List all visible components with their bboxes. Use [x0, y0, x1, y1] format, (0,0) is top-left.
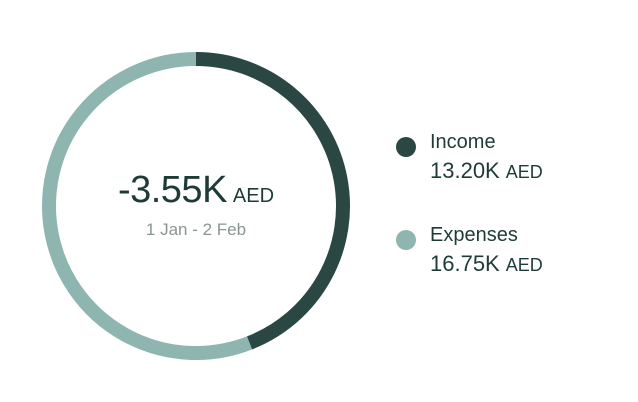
- legend-item-income: Income 13.20K AED: [396, 128, 543, 187]
- net-total: -3.55K AED: [118, 169, 274, 212]
- net-total-value: -3.55K: [117, 168, 227, 211]
- income-dot-icon: [396, 137, 416, 157]
- donut-chart: -3.55K AED 1 Jan - 2 Feb: [40, 50, 352, 362]
- donut-center: -3.55K AED 1 Jan - 2 Feb: [40, 50, 352, 362]
- legend-value-expenses: 16.75K: [430, 251, 500, 276]
- donut-segment-expenses: [42, 52, 253, 360]
- legend: Income 13.20K AED Expenses 16.75K AED: [396, 128, 543, 314]
- donut-segment-income: [195, 52, 350, 350]
- legend-amount-expenses: 16.75K AED: [430, 249, 543, 280]
- legend-label-income: Income: [430, 131, 496, 153]
- legend-unit-expenses: AED: [505, 255, 543, 275]
- net-total-unit: AED: [232, 184, 275, 207]
- legend-item-expenses: Expenses 16.75K AED: [396, 221, 543, 280]
- expenses-dot-icon: [396, 230, 416, 250]
- donut-svg: [42, 52, 350, 360]
- legend-unit-income: AED: [505, 162, 543, 182]
- legend-amount-income: 13.20K AED: [430, 156, 543, 187]
- legend-value-income: 13.20K: [430, 158, 500, 183]
- period-label: 1 Jan - 2 Feb: [145, 219, 247, 239]
- legend-label-expenses: Expenses: [430, 224, 518, 246]
